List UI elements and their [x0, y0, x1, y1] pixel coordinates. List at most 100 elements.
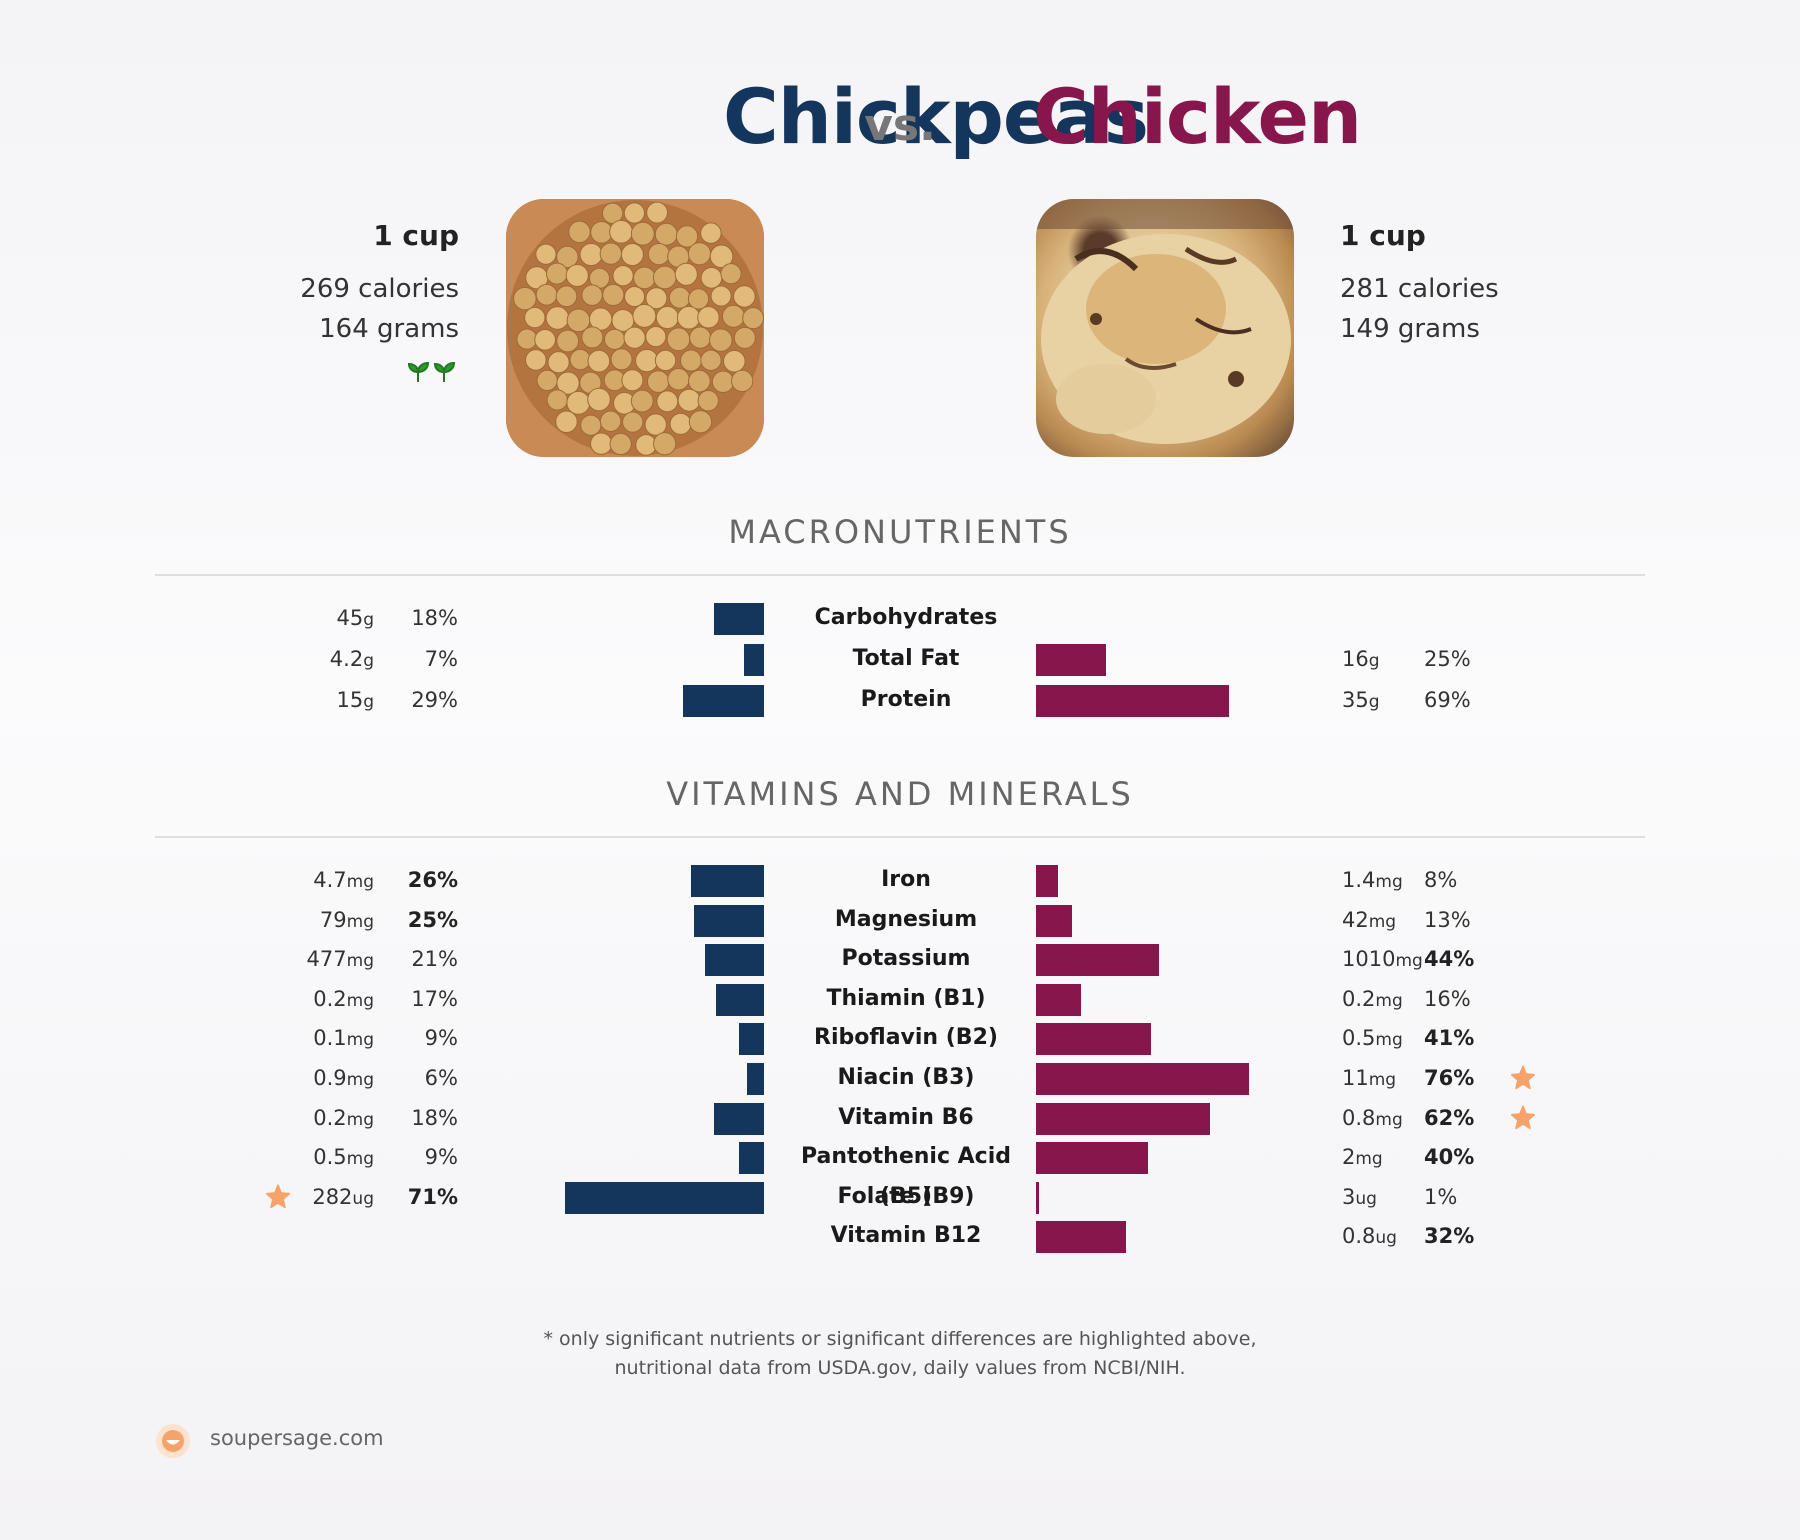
nutrient-row: 45g 18% Carbohydrates — [0, 598, 1800, 638]
chicken-image — [1036, 199, 1294, 457]
highlight-star-icon — [1510, 1105, 1536, 1129]
left-amount-unit: mg — [346, 1030, 374, 1051]
chickpea-dot — [652, 265, 677, 290]
chickpea-dot — [733, 326, 756, 349]
chickpea-dot — [534, 328, 556, 351]
left-amount: 0.2mg — [313, 986, 374, 1011]
chickpeas-illustration — [506, 199, 764, 457]
left-bar — [716, 983, 764, 1016]
right-bar — [1036, 1102, 1210, 1135]
left-amount: 4.7mg — [313, 868, 374, 892]
chickpea-dot — [710, 285, 732, 307]
left-food-title: Chickpeas — [723, 72, 1149, 161]
highlight-star-icon — [1510, 1065, 1536, 1090]
left-bar — [738, 1142, 764, 1175]
left-amount: 4.2g — [329, 647, 374, 671]
chickpea-dot — [556, 329, 580, 353]
right-amount: 35g — [1342, 688, 1380, 712]
right-grams: 149 grams — [1340, 314, 1480, 344]
left-amount: 79mg — [319, 907, 374, 932]
chickpea-dot — [623, 202, 646, 224]
left-percent: 9% — [424, 1026, 458, 1051]
chickpea-dot — [669, 412, 692, 435]
chickpea-dot — [555, 285, 578, 308]
right-calories: 281 calories — [1340, 274, 1499, 304]
left-amount-unit: ug — [352, 1188, 374, 1209]
nutrient-label: Vitamin B12 — [830, 1223, 982, 1249]
left-amount-unit: mg — [346, 1070, 374, 1090]
vitamins-divider — [155, 836, 1645, 838]
nutrient-row: 0.1mg 9% Riboflavin (B2) 0.5mg 41% — [0, 1018, 1800, 1058]
left-percent: 29% — [411, 688, 458, 712]
left-amount: 477mg — [306, 947, 374, 972]
chickpea-dot — [524, 349, 547, 371]
chickpea-dot — [536, 369, 558, 392]
chickpea-dot — [547, 351, 570, 374]
right-amount-unit: mg — [1375, 1109, 1403, 1130]
nutrient-row: 4.7mg 26% Iron 1.4mg 8% — [0, 860, 1800, 900]
left-bar — [713, 1102, 764, 1135]
chickpea-dot — [609, 219, 633, 244]
chickpea-dot — [599, 242, 623, 265]
chickpea-dot — [602, 283, 625, 307]
chickpea-dot — [687, 288, 710, 310]
macronutrients-heading: MACRONUTRIENTS — [728, 513, 1072, 551]
chickpea-dot — [656, 390, 679, 413]
chickpea-dot — [666, 327, 691, 352]
chickpea-dot — [647, 242, 671, 266]
right-bar — [1036, 1221, 1126, 1254]
nutrient-label: Folate (B9) — [837, 1183, 975, 1209]
chickpea-dot — [581, 284, 603, 306]
chickpea-dot — [644, 413, 667, 436]
nutrient-label: Pantothenic Acid (B5) — [800, 1144, 1012, 1210]
left-calories: 269 calories — [300, 274, 459, 304]
chickpea-dot — [700, 222, 722, 244]
chickpea-dot — [653, 432, 677, 456]
left-bar — [747, 1063, 764, 1095]
left-amount: 0.5mg — [313, 1145, 374, 1170]
chickpea-dot — [556, 371, 580, 395]
left-bar — [744, 644, 764, 676]
versus-label: vs. — [864, 100, 936, 151]
nutrient-row: 15g 29% Protein 35g 69% — [0, 680, 1800, 720]
chickpea-dot — [645, 287, 668, 310]
chickpea-dot — [633, 266, 656, 290]
right-bar — [1036, 1023, 1151, 1056]
seedling-icon — [407, 361, 456, 382]
chicken-illustration — [1036, 199, 1294, 444]
chickpea-dot — [624, 286, 646, 308]
chickpea-dot — [623, 326, 646, 349]
brand-link[interactable]: soupersage.com — [210, 1426, 384, 1450]
right-percent: 13% — [1424, 907, 1471, 932]
right-bar — [1036, 944, 1160, 977]
left-percent: 71% — [407, 1184, 458, 1209]
chickpea-dot — [654, 222, 678, 246]
right-percent: 16% — [1424, 986, 1471, 1011]
left-serving: 1 cup — [373, 219, 459, 252]
chickpea-dot — [545, 306, 570, 330]
macronutrients-divider — [155, 574, 1645, 576]
left-percent: 9% — [424, 1145, 458, 1170]
nutrient-row: 0.2mg 17% Thiamin (B1) 0.2mg 16% — [0, 979, 1800, 1019]
right-percent: 1% — [1424, 1184, 1458, 1209]
nutrient-label: Thiamin (B1) — [826, 985, 986, 1011]
right-bar — [1036, 1063, 1249, 1095]
left-amount — [280, 1216, 374, 1256]
right-percent: 69% — [1424, 688, 1471, 712]
nutrient-label: Protein — [860, 687, 952, 712]
chickpea-dot — [545, 262, 568, 285]
right-percent: 44% — [1424, 947, 1475, 972]
left-amount: 0.1mg — [313, 1026, 374, 1051]
nutrient-row: 4.2g 7% Total Fat 16g 25% — [0, 639, 1800, 679]
right-percent: 41% — [1424, 1026, 1475, 1051]
chickpea-dot — [587, 349, 611, 373]
chickpea-dot — [609, 432, 632, 456]
left-percent: 21% — [411, 947, 458, 972]
right-amount: 11mg — [1342, 1066, 1397, 1090]
right-bar — [1036, 644, 1106, 676]
chickpea-dot — [742, 307, 764, 330]
chickpea-dot — [620, 243, 644, 267]
right-percent — [1424, 598, 1494, 638]
right-bar — [1036, 685, 1230, 717]
left-amount-unit: g — [363, 651, 374, 671]
